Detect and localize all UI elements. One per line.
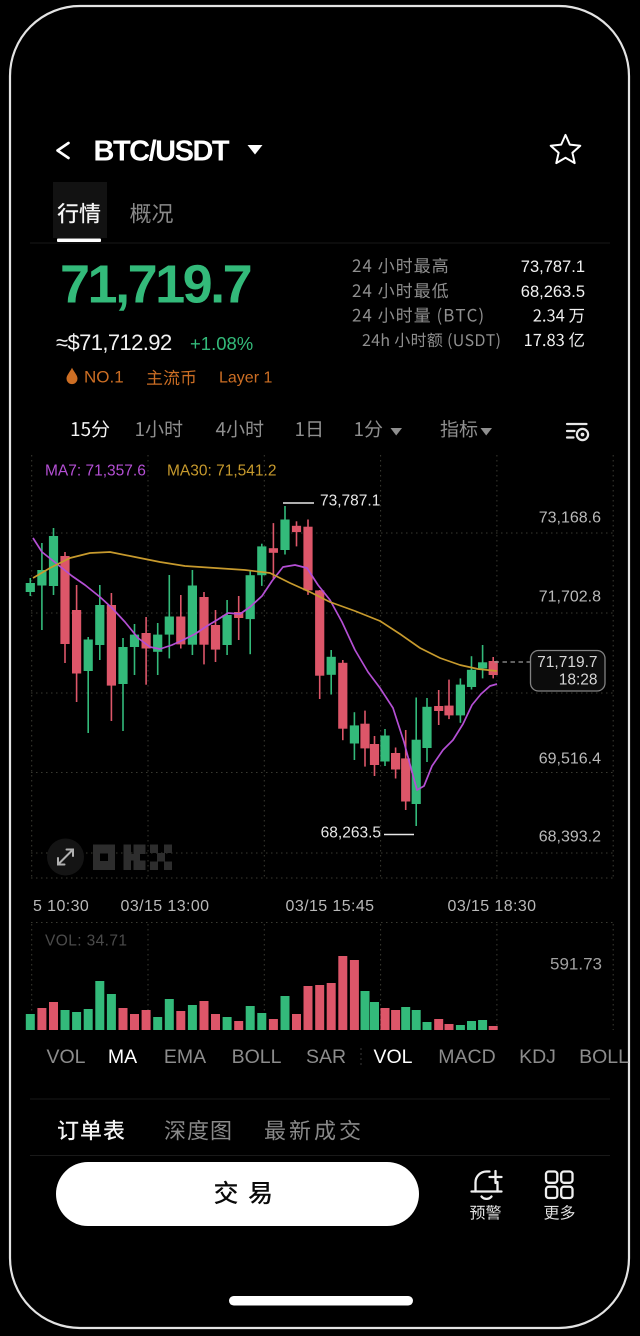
svg-text:591.73: 591.73 [550, 955, 602, 974]
svg-text:73,787.1: 73,787.1 [521, 258, 585, 276]
svg-text:73,787.1: 73,787.1 [320, 493, 380, 510]
svg-text:≈$71,712.92: ≈$71,712.92 [56, 330, 172, 355]
svg-text:NO.1: NO.1 [84, 368, 124, 387]
svg-text:68,263.5: 68,263.5 [321, 825, 381, 842]
svg-text:MA: MA [108, 1046, 137, 1068]
svg-text:03/15 13:00: 03/15 13:00 [121, 898, 210, 915]
svg-text:BOLL: BOLL [232, 1046, 282, 1068]
svg-text:KDJ: KDJ [519, 1046, 556, 1068]
svg-text:69,516.4: 69,516.4 [539, 751, 601, 768]
svg-text:EMA: EMA [164, 1046, 206, 1068]
svg-text:03/15 15:45: 03/15 15:45 [286, 898, 375, 915]
svg-text:SAR: SAR [306, 1046, 346, 1068]
svg-text:VOL: VOL [46, 1046, 85, 1068]
svg-text:MA7: 71,357.6: MA7: 71,357.6 [45, 463, 146, 480]
svg-text:71,702.8: 71,702.8 [539, 589, 601, 606]
svg-text:68,393.2: 68,393.2 [539, 829, 601, 846]
svg-text:BOLL: BOLL [579, 1046, 629, 1068]
svg-text:MACD: MACD [438, 1046, 495, 1068]
svg-text:VOL: 34.71: VOL: 34.71 [45, 933, 127, 950]
svg-text:71,719.7: 71,719.7 [60, 255, 251, 315]
svg-text:71,719.7: 71,719.7 [537, 654, 597, 671]
svg-text:73,168.6: 73,168.6 [539, 510, 601, 527]
svg-text:MA30: 71,541.2: MA30: 71,541.2 [167, 463, 276, 480]
svg-text:18:28: 18:28 [559, 672, 598, 689]
svg-text:Layer 1: Layer 1 [219, 370, 272, 387]
svg-text:+1.08%: +1.08% [190, 333, 253, 354]
svg-text:BTC/USDT: BTC/USDT [94, 136, 230, 168]
svg-text:68,263.5: 68,263.5 [521, 283, 585, 301]
svg-text:5 10:30: 5 10:30 [33, 898, 89, 915]
svg-text:VOL: VOL [373, 1046, 412, 1068]
svg-text:03/15 18:30: 03/15 18:30 [448, 898, 537, 915]
